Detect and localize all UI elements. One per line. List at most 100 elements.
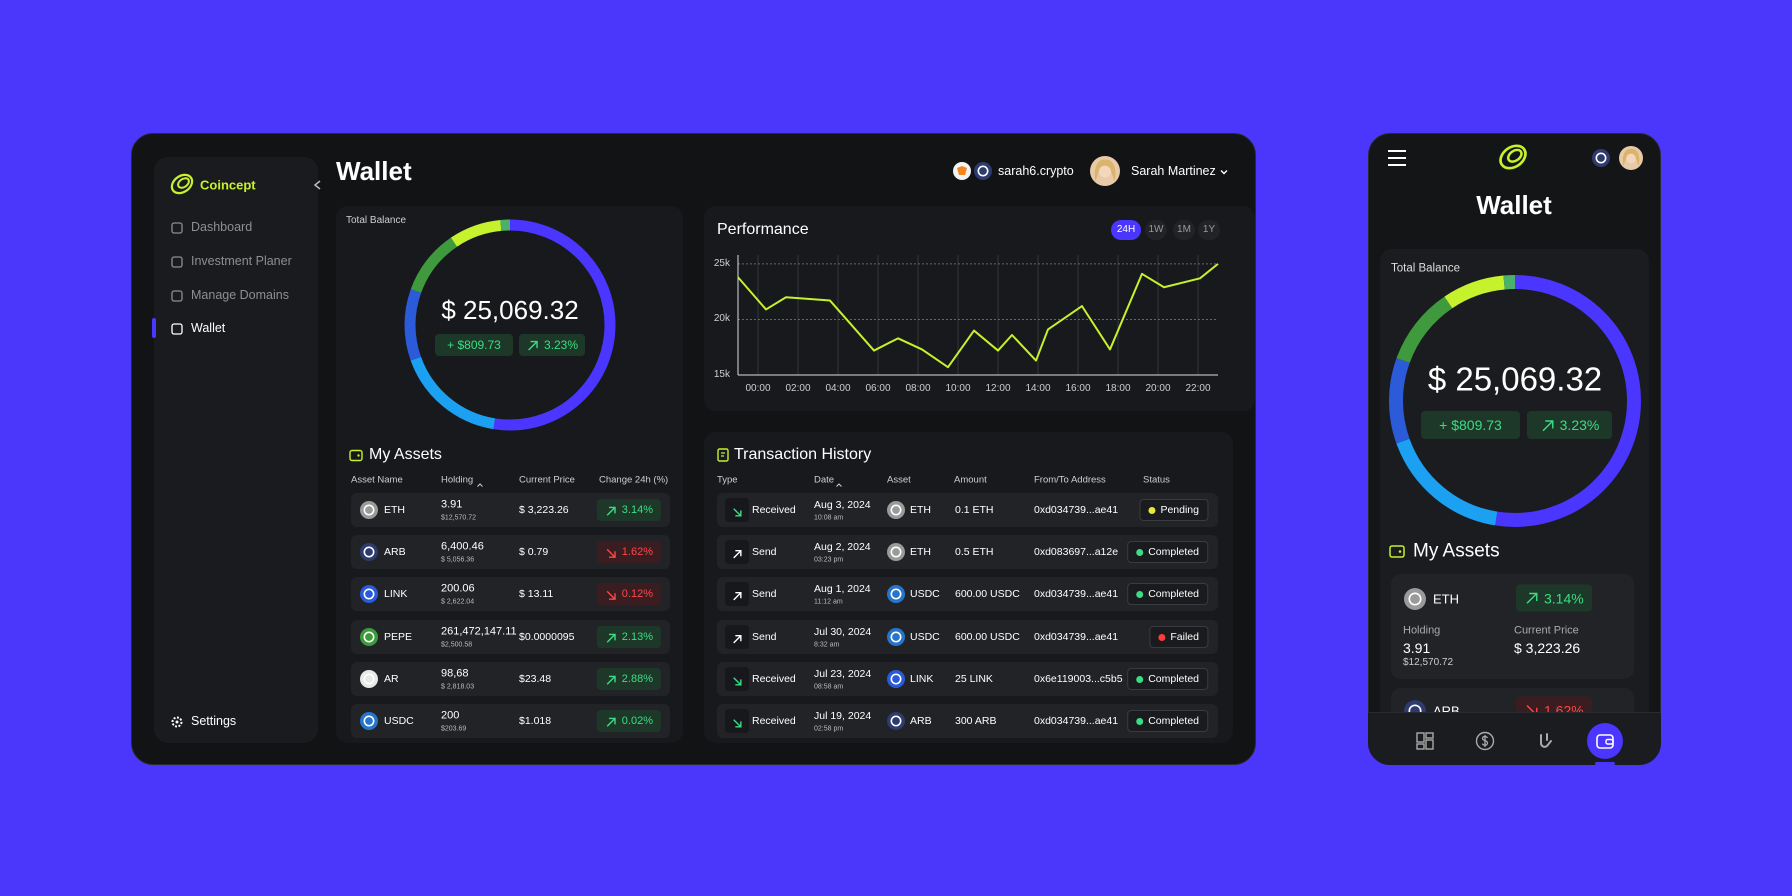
icon-part [360,585,378,603]
x-tick-label: 04:00 [825,383,851,394]
transaction-asset: ETH [910,503,931,516]
change-text: 2.13% [621,631,653,643]
nav-item[interactable]: Wallet [191,320,226,335]
icon-part [890,504,902,516]
type-icon-box [725,498,749,522]
icon-part [733,719,742,728]
status-dot [1136,590,1144,598]
icon-part [957,166,967,175]
status-text: Completed [1148,673,1199,685]
range-button[interactable] [1145,220,1167,240]
asset-price: $ 3,223.26 [1514,640,1581,656]
icon-part [606,506,616,516]
user-name[interactable]: Sarah Martinez [1131,163,1216,178]
transaction-asset: USDC [910,587,940,600]
range-button[interactable] [1198,220,1220,240]
tab-domains[interactable] [1535,731,1555,751]
asset-icon [887,712,905,730]
icon-part [171,716,183,728]
icon-part [1389,545,1405,558]
total-balance: $ 25,069.32 [1427,360,1603,398]
assets-icon [1389,543,1405,559]
change-text: 2.88% [621,673,653,685]
balance-change: 3.23% [519,334,585,356]
nav-item[interactable]: Manage Domains [191,287,289,302]
range-label[interactable]: 24H [1116,224,1136,235]
column-header: From/To Address [1034,474,1106,486]
range-button[interactable] [1173,220,1195,240]
asset-icon [360,543,378,561]
column-header: Holding [441,474,474,486]
transaction-row [717,493,1218,527]
asset-icon [360,628,378,646]
trend-arrow [605,631,617,643]
tab-wallet [1595,731,1615,751]
icon-part [1499,144,1527,170]
avatar [1619,146,1643,170]
range-label[interactable]: 1M [1177,224,1191,235]
status-dot [1136,548,1144,556]
icon-part [360,501,378,519]
asset-holding: 98,68 [441,667,469,680]
icon-part [1595,152,1607,164]
column-header: Asset [887,474,911,486]
x-tick-label: 06:00 [865,383,891,394]
status-text: Completed [1148,588,1199,600]
asset-card [1391,574,1634,679]
asset-icon [360,712,378,730]
settings[interactable]: Settings [191,713,237,728]
asset-icon [360,670,378,688]
icon-part [363,715,375,727]
settings-icon [171,715,183,728]
icon-part [171,256,183,268]
icon-part [606,633,616,643]
transaction-amount: 300 ARB [955,714,997,727]
icon-part [528,340,538,351]
icon-part [1542,419,1554,431]
tab-wallet-active[interactable] [1587,723,1623,759]
nav-item[interactable]: Dashboard [191,219,253,234]
tab-dashboard[interactable] [1415,731,1435,751]
icon-part [170,173,194,195]
icon-part [1622,148,1640,167]
icon-part [1596,734,1614,749]
icon-part [171,290,183,302]
status-pill: Completed [1127,583,1208,605]
change-chip: 0.02% [596,710,661,732]
icon-part [171,256,183,268]
icon-part [1475,731,1495,751]
asset-icon [887,585,905,603]
icon-part [887,501,905,519]
icon-part [887,712,905,730]
domain-name[interactable]: sarah6.crypto [998,163,1074,178]
range-button-active[interactable] [1111,220,1141,240]
icon-part [1540,733,1552,748]
icon-part [887,670,905,688]
domain-icon [974,162,992,180]
balance-change: + $809.73 [1421,411,1520,439]
icon-part [890,715,902,727]
menu-button[interactable] [1387,149,1407,167]
status-text: Completed [1148,715,1199,727]
nav-item[interactable]: Investment Planer [191,253,292,268]
transaction-date: Jul 19, 2024 [814,709,872,722]
icon-part [887,628,905,646]
transaction-amount: 25 LINK [955,672,993,685]
range-label[interactable]: 1Y [1202,224,1216,235]
asset-price: $1.018 [519,714,552,727]
range-label[interactable]: 1W [1148,224,1164,235]
balance-change: 3.23% [1527,411,1612,439]
performance-line [737,263,1219,369]
icon-part [528,340,538,351]
icon-part [606,590,616,600]
icon-part [1220,170,1228,175]
transaction-time: 02:58 pm [814,725,844,733]
tab-investment[interactable] [1475,731,1495,751]
icon-part [1605,738,1614,745]
transaction-asset: ARB [910,714,932,727]
icon-part [717,448,729,462]
icon-part [733,677,742,686]
asset-name: USDC [384,714,414,727]
trend-arrow [605,588,617,600]
